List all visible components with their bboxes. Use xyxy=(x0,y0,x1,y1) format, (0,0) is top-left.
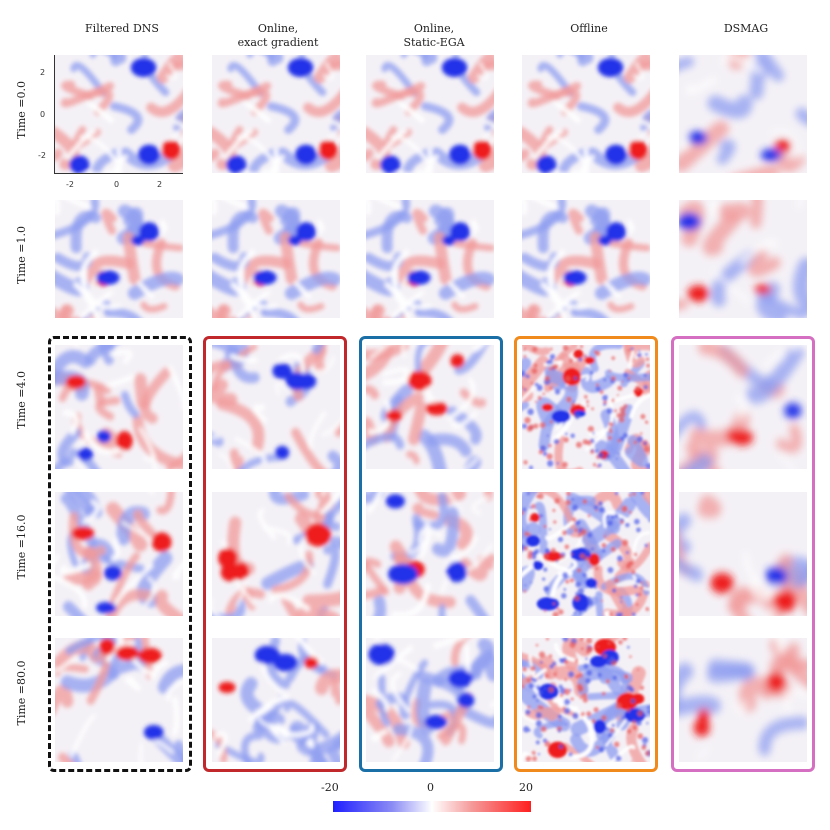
x-tick-mid: 0 xyxy=(114,180,120,189)
vorticity-panel-r1-c4 xyxy=(679,200,807,318)
vorticity-panel-r4-c2 xyxy=(366,638,494,762)
filtered-dns-frame xyxy=(48,336,192,772)
column-title-4: DSMAG xyxy=(723,22,769,35)
vorticity-panel-r3-c2 xyxy=(366,492,494,616)
vorticity-panel-r2-c2 xyxy=(366,345,494,469)
vorticity-panel-r3-c4 xyxy=(679,492,807,616)
vorticity-panel-r0-c1 xyxy=(212,55,340,173)
vorticity-panel-r1-c0 xyxy=(55,200,183,318)
vorticity-panel-r3-c3 xyxy=(522,492,650,616)
vorticity-panel-r0-c2 xyxy=(366,55,494,173)
online-static-ega-frame xyxy=(359,336,503,772)
vorticity-panel-r4-c0 xyxy=(55,638,183,762)
vorticity-panel-r2-c4 xyxy=(679,345,807,469)
x-tick-right: 2 xyxy=(157,180,163,189)
colorbar-tick-max: 20 xyxy=(519,781,533,794)
colorbar xyxy=(333,801,531,812)
row-label-2: Time =4.0 xyxy=(15,371,28,430)
y-tick-mid: 0 xyxy=(40,110,46,119)
vorticity-panel-r1-c3 xyxy=(522,200,650,318)
offline-frame xyxy=(514,336,658,772)
column-title-3: Offline xyxy=(570,22,608,35)
column-title-2: Online, Static-EGA xyxy=(403,22,465,49)
online-exact-gradient-frame xyxy=(203,336,347,772)
vorticity-panel-r2-c0 xyxy=(55,345,183,469)
vorticity-panel-r1-c2 xyxy=(366,200,494,318)
row-label-1: Time =1.0 xyxy=(15,226,28,285)
vorticity-panel-r4-c4 xyxy=(679,638,807,762)
column-title-0: Filtered DNS xyxy=(85,22,159,35)
vorticity-panel-r2-c1 xyxy=(212,345,340,469)
colorbar-tick-zero: 0 xyxy=(427,781,434,794)
y-tick-bottom: -2 xyxy=(38,151,46,160)
y-tick-top: 2 xyxy=(40,68,46,77)
vorticity-panel-r3-c0 xyxy=(55,492,183,616)
vorticity-panel-r4-c3 xyxy=(522,638,650,762)
vorticity-panel-r0-c0 xyxy=(55,55,183,173)
first-panel-axes xyxy=(54,55,183,174)
vorticity-panel-r0-c3 xyxy=(522,55,650,173)
vorticity-panel-r3-c1 xyxy=(212,492,340,616)
row-label-4: Time =80.0 xyxy=(15,660,28,726)
vorticity-panel-r4-c1 xyxy=(212,638,340,762)
dsmag-frame xyxy=(671,336,815,772)
vorticity-panel-r2-c3 xyxy=(522,345,650,469)
row-label-0: Time =0.0 xyxy=(15,81,28,140)
colorbar-tick-min: -20 xyxy=(321,781,339,794)
x-tick-left: -2 xyxy=(66,180,74,189)
vorticity-panel-r0-c4 xyxy=(679,55,807,173)
column-title-1: Online, exact gradient xyxy=(237,22,319,49)
row-label-3: Time =16.0 xyxy=(15,514,28,580)
vorticity-panel-r1-c1 xyxy=(212,200,340,318)
